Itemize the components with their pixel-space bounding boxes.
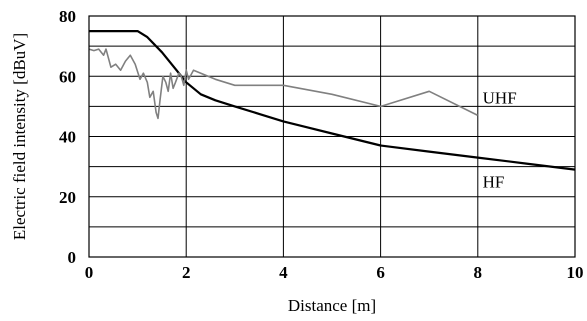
y-tick-label: 80 <box>59 7 76 26</box>
y-tick-label: 40 <box>59 128 76 147</box>
x-axis-title: Distance [m] <box>288 296 376 315</box>
series-line-hf <box>89 30 576 171</box>
series-label-hf: HF <box>483 173 505 192</box>
x-tick-label: 8 <box>474 263 483 282</box>
y-axis-title: Electric field intensity [dBuV] <box>10 33 29 240</box>
x-tick-label: 4 <box>279 263 288 282</box>
plot-frame <box>88 15 576 258</box>
x-tick-label: 0 <box>85 263 94 282</box>
y-tick-label: 0 <box>68 248 77 267</box>
y-tick-label: 60 <box>59 67 76 86</box>
x-tick-label: 10 <box>567 263 584 282</box>
y-tick-labels: 0 20 40 60 80 <box>59 7 76 267</box>
x-tick-labels: 0 2 4 6 8 10 <box>85 263 584 282</box>
plot-lines <box>88 30 576 171</box>
x-tick-label: 2 <box>182 263 191 282</box>
series-line-uhf <box>88 48 479 120</box>
series-label-uhf: UHF <box>483 88 517 107</box>
series-annotations: UHF HF <box>483 88 517 191</box>
y-tick-label: 20 <box>59 188 76 207</box>
x-tick-label: 6 <box>376 263 385 282</box>
